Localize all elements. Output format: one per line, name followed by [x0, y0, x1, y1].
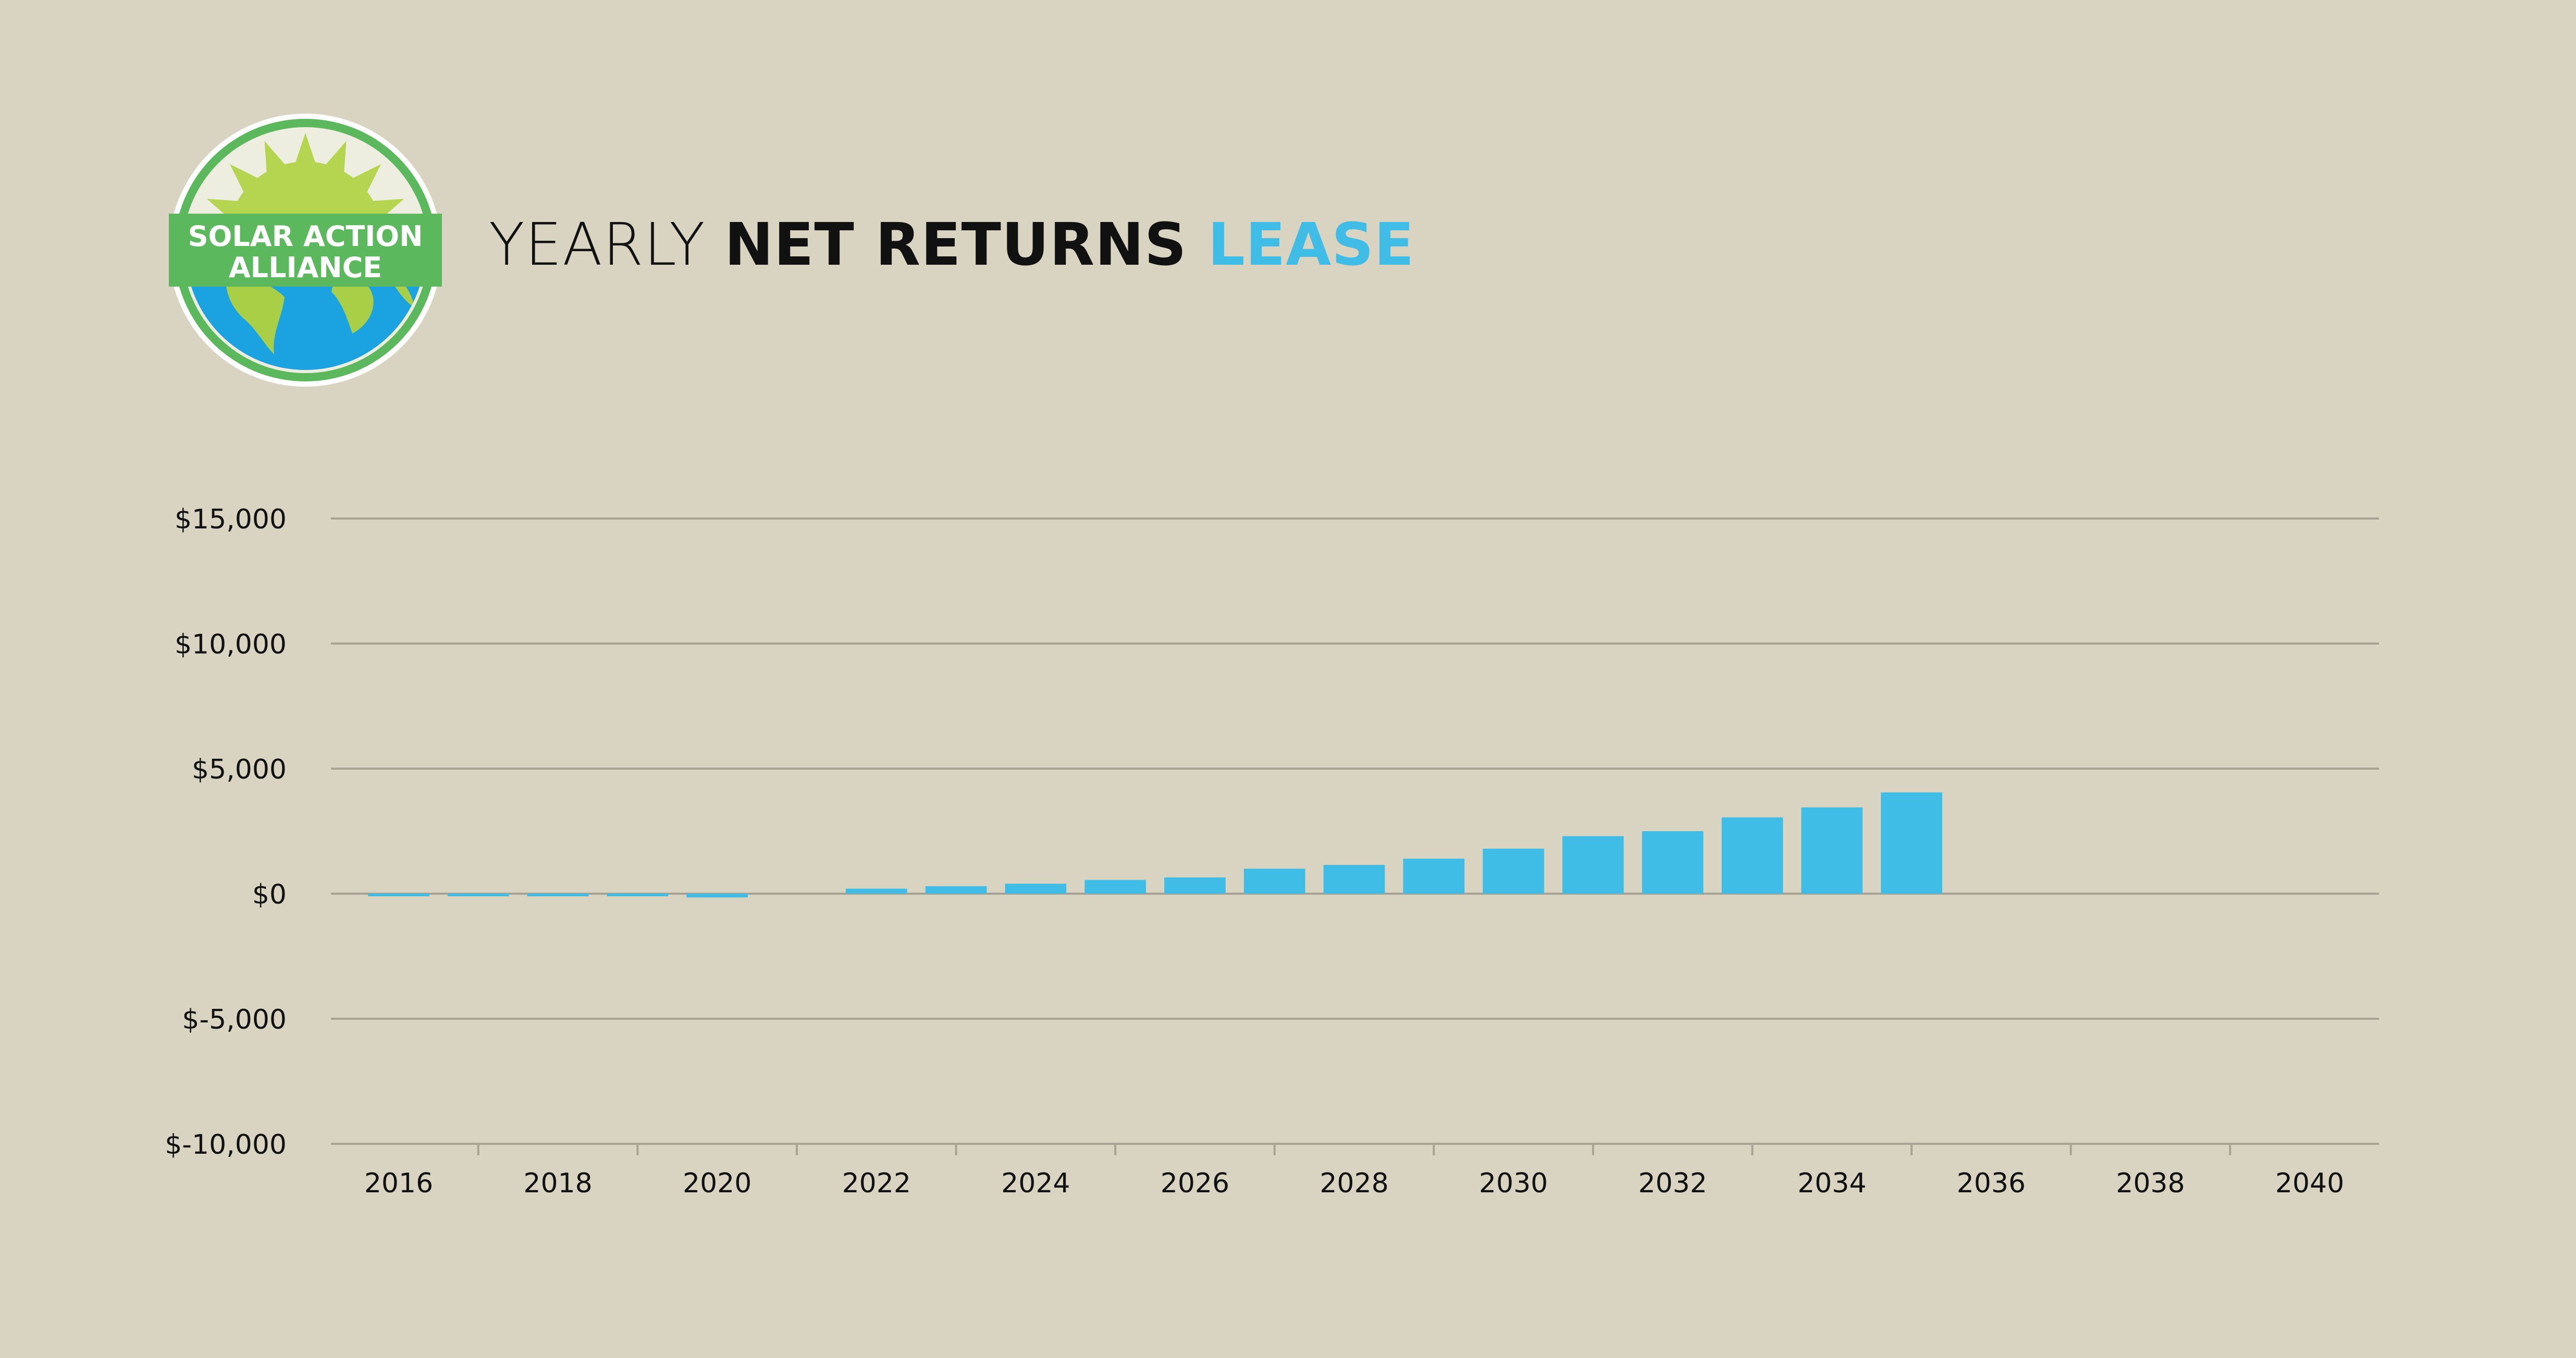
x-tick-label: 2032: [1638, 1168, 1707, 1199]
bar-2022: [845, 888, 907, 894]
x-tick-label: 2038: [2116, 1168, 2185, 1199]
sun-ray: [350, 164, 381, 195]
sun-ray: [230, 164, 261, 195]
y-tick-label: $-10,000: [165, 1129, 287, 1161]
bar-2024: [1005, 883, 1067, 894]
x-tick-label: 2024: [1001, 1168, 1070, 1199]
x-tick-label: 2028: [1320, 1168, 1388, 1199]
bar-2035: [1881, 792, 1942, 894]
solar-action-alliance-logo: SOLAR ACTION ALLIANCE: [169, 114, 442, 387]
x-tick-label: 2022: [842, 1168, 911, 1199]
bar-2028: [1323, 865, 1385, 894]
sun-ray: [294, 133, 316, 165]
y-tick-label: $0: [252, 879, 287, 910]
y-tick-label: $10,000: [175, 629, 287, 660]
title-lease: LEASE: [1207, 211, 1415, 279]
gridlines: [331, 517, 2379, 1145]
logo-text-line2: ALLIANCE: [229, 251, 382, 284]
x-tick-label: 2030: [1479, 1168, 1548, 1199]
bar-2017: [447, 894, 509, 896]
bar-2020: [686, 894, 748, 898]
bar-2018: [527, 894, 589, 896]
x-tick-label: 2036: [1957, 1168, 2026, 1199]
y-tick-label: $15,000: [175, 504, 287, 535]
title-yearly: YEARLY: [489, 211, 725, 279]
x-tick-label: 2020: [683, 1168, 751, 1199]
bar-2033: [1721, 817, 1783, 894]
y-tick-label: $5,000: [192, 754, 287, 785]
bar-2032: [1642, 831, 1704, 894]
x-tick-label: 2016: [364, 1168, 433, 1199]
bar-2019: [607, 894, 669, 896]
bar-2029: [1403, 858, 1465, 894]
bar-2016: [368, 894, 429, 896]
bar-2031: [1562, 836, 1624, 894]
x-axis-tick-labels: 2016 2018 2020 2022 2024 2026 2028 2030 2032 2034…: [364, 1168, 2344, 1199]
y-axis-tick-labels: $15,000 $10,000 $5,000 $0 $-5,000 $-10,000: [165, 504, 287, 1161]
bar-2030: [1483, 848, 1544, 894]
title-net-returns: NET RETURNS: [724, 211, 1208, 279]
bar-2025: [1084, 880, 1146, 894]
bar-2023: [925, 886, 987, 894]
bars: [368, 792, 1942, 898]
bar-2026: [1164, 877, 1226, 894]
x-axis: [477, 1144, 2232, 1155]
x-tick-label: 2018: [523, 1168, 592, 1199]
bar-2034: [1801, 807, 1863, 894]
y-tick-label: $-5,000: [182, 1004, 287, 1035]
logo-text-line1: SOLAR ACTION: [188, 220, 423, 253]
x-tick-label: 2040: [2275, 1168, 2344, 1199]
bar-2027: [1243, 869, 1305, 894]
chart-title: YEARLY NET RETURNS LEASE: [489, 206, 1414, 284]
x-tick-label: 2026: [1161, 1168, 1229, 1199]
x-tick-label: 2034: [1797, 1168, 1866, 1199]
